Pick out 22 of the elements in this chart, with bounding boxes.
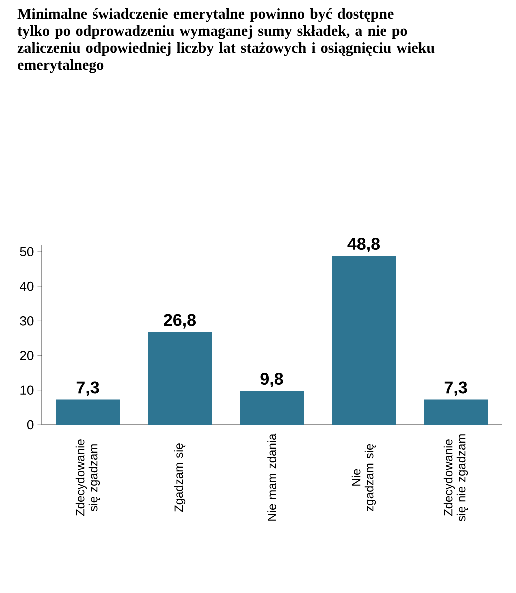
chart-title: Minimalne świadczenie emerytalne powinno być dostępne tylko po odprowadzeniu wymaganej sumy składek, a nie po zaliczeniu odpowiedniej liczby lat stażowych i osiągnięciu wieku emerytalnego — [18, 8, 435, 74]
data-label: 7,3 — [444, 382, 468, 396]
bar — [56, 400, 120, 425]
bar — [240, 391, 304, 425]
x-tick-label: Nie zgadzam się — [352, 444, 376, 512]
x-tick-label: Zdecydowanie się zgadzam — [76, 440, 100, 516]
y-tick-label: 30 — [20, 316, 34, 326]
y-tick-label: 50 — [20, 247, 34, 257]
bar — [332, 256, 396, 425]
x-tick-label: Nie mam zdania — [268, 434, 276, 521]
bar — [424, 400, 488, 425]
x-tick-label: Zgadzam się — [174, 444, 186, 512]
x-tick-label: Zdecydowanie się nie zgadzam — [444, 434, 468, 522]
y-tick-label: 40 — [20, 282, 34, 292]
data-label: 7,3 — [76, 382, 100, 396]
data-label: 48,8 — [348, 238, 380, 253]
bar — [148, 332, 212, 425]
y-tick-label: 0 — [27, 420, 34, 430]
y-tick-label: 20 — [20, 351, 34, 360]
data-label: 26,8 — [164, 314, 196, 329]
y-tick-label: 10 — [20, 386, 34, 395]
data-label: 9,8 — [260, 373, 284, 388]
